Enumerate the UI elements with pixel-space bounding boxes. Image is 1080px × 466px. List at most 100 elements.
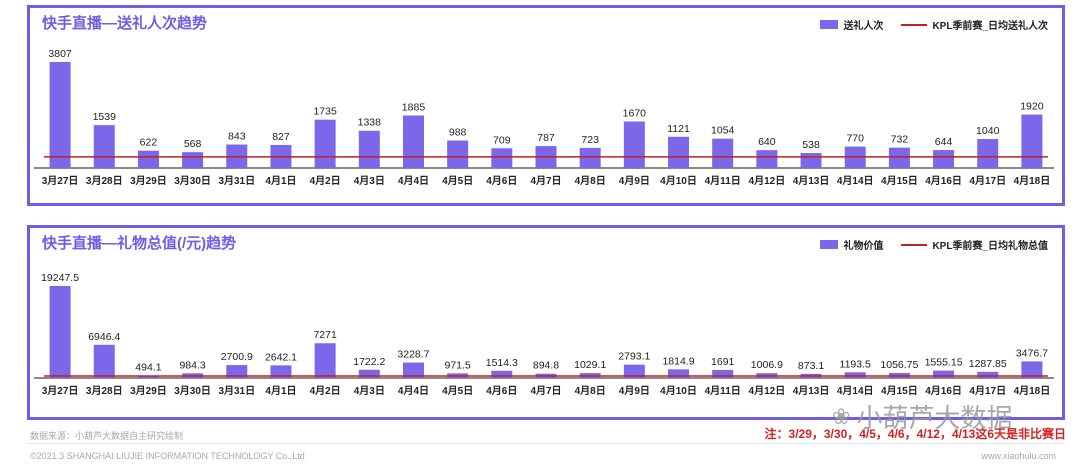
data-label: 1555.15	[925, 357, 963, 369]
bar	[270, 365, 292, 378]
bar	[49, 62, 71, 168]
bar	[933, 150, 955, 168]
data-label: 873.1	[798, 360, 824, 372]
x-tick-label: 4月5日	[442, 385, 473, 397]
data-label: 538	[802, 139, 820, 151]
data-label: 1670	[623, 108, 647, 120]
data-label: 1539	[93, 111, 117, 123]
legend-item-line: KPL季前赛_日均送礼人次	[901, 17, 1048, 32]
copyright-text: ©2021.3 SHANGHAI LIUJIE INFORMATION TECH…	[30, 451, 305, 461]
x-tick-label: 4月9日	[619, 175, 650, 187]
data-label: 1735	[313, 106, 337, 118]
data-label: 568	[184, 138, 202, 150]
x-tick-label: 4月17日	[969, 175, 1006, 187]
data-label: 770	[846, 133, 864, 145]
bar	[800, 153, 822, 168]
chart-title: 快手直播—送礼人次趋势	[42, 15, 208, 32]
bar	[137, 375, 159, 378]
data-label: 894.8	[533, 360, 559, 372]
bar	[888, 147, 910, 168]
data-label: 1338	[358, 117, 382, 129]
x-tick-label: 3月30日	[174, 385, 211, 397]
x-tick-label: 4月9日	[619, 385, 650, 397]
x-tick-label: 4月10日	[660, 385, 697, 397]
data-label: 2642.1	[265, 351, 297, 363]
bar	[358, 130, 380, 168]
legend-bar-swatch	[820, 240, 839, 249]
x-tick-label: 4月11日	[705, 175, 741, 187]
bar	[182, 152, 204, 168]
x-tick-label: 4月5日	[442, 175, 473, 187]
data-label: 732	[891, 134, 909, 146]
x-tick-label: 4月6日	[486, 385, 517, 397]
gift-value-bar-chart: 19247.5 3月27日 6946.4 3月28日 494.1 3月29日 984.3 3月…	[34, 272, 1054, 397]
x-tick-label: 4月16日	[925, 175, 962, 187]
x-tick-label: 4月7日	[530, 385, 561, 397]
x-tick-label: 3月28日	[86, 175, 123, 187]
data-label: 984.3	[179, 359, 205, 371]
x-tick-label: 4月12日	[749, 175, 786, 187]
data-label: 787	[537, 132, 555, 144]
x-tick-label: 4月13日	[793, 385, 830, 397]
bar	[447, 140, 469, 168]
bar	[623, 364, 645, 378]
x-tick-label: 4月1日	[265, 175, 296, 187]
data-label: 6946.4	[88, 331, 120, 343]
data-label: 1056.75	[880, 359, 918, 371]
data-label: 3476.7	[1016, 347, 1048, 359]
legend-line-swatch	[901, 243, 928, 246]
data-source-text: 数据来源：小葫芦大数据自主研究绘制	[30, 431, 184, 441]
x-tick-label: 3月28日	[86, 385, 123, 397]
data-label: 2793.1	[618, 351, 650, 363]
data-label: 723	[581, 134, 599, 146]
wechat-watermark: ❀ 小葫芦大数据	[832, 398, 1012, 435]
bar	[977, 139, 999, 168]
data-label: 494.1	[135, 362, 161, 374]
legend-line-label: KPL季前赛_日均礼物总值	[932, 241, 1048, 252]
data-label: 1193.5	[840, 358, 871, 370]
x-tick-label: 4月8日	[575, 385, 606, 397]
bar	[623, 121, 645, 168]
bar	[49, 286, 71, 378]
x-tick-label: 3月30日	[174, 175, 211, 187]
data-label: 1054	[711, 125, 735, 137]
data-label: 1287.85	[969, 358, 1007, 370]
x-tick-label: 4月10日	[660, 175, 697, 187]
data-label: 843	[228, 131, 246, 143]
x-tick-label: 3月31日	[218, 385, 255, 397]
bar	[1021, 361, 1043, 378]
x-tick-label: 4月1日	[265, 385, 296, 397]
website-text: www.xiaohulu.com	[981, 451, 1056, 461]
chart-title: 快手直播—礼物总值(/元)趋势	[42, 235, 237, 252]
bar	[712, 138, 734, 168]
x-tick-label: 4月15日	[881, 385, 918, 397]
bar	[314, 343, 336, 378]
bar	[93, 125, 115, 168]
x-tick-label: 3月27日	[42, 175, 79, 187]
bar	[668, 136, 690, 168]
bar	[977, 371, 999, 378]
data-label: 1814.9	[662, 355, 694, 367]
legend-line-swatch	[901, 23, 928, 26]
x-tick-label: 4月18日	[1014, 175, 1051, 187]
bar	[402, 362, 424, 378]
x-tick-label: 4月15日	[881, 175, 918, 187]
data-label: 622	[140, 137, 158, 149]
wechat-icon: ❀	[832, 403, 851, 429]
data-label: 3807	[48, 48, 72, 60]
chart-legend: 礼物价值 KPL季前赛_日均礼物总值	[820, 237, 1048, 252]
x-tick-label: 4月3日	[354, 385, 385, 397]
bar	[314, 119, 336, 168]
data-label: 19247.5	[41, 272, 79, 284]
data-label: 827	[272, 131, 290, 143]
data-label: 1029.1	[574, 359, 606, 371]
data-label: 1514.3	[486, 357, 518, 369]
x-tick-label: 4月11日	[705, 385, 741, 397]
bar	[1021, 114, 1043, 168]
bar	[226, 365, 248, 378]
bar	[579, 147, 601, 168]
gift-value-chart-panel: 快手直播—礼物总值(/元)趋势 礼物价值 KPL季前赛_日均礼物总值 19247…	[27, 225, 1065, 420]
x-tick-label: 4月2日	[310, 175, 341, 187]
gift-senders-chart-panel: 快手直播—送礼人次趋势 送礼人次 KPL季前赛_日均送礼人次 3807 3月27日…	[27, 5, 1065, 206]
data-label: 1691	[711, 356, 735, 368]
